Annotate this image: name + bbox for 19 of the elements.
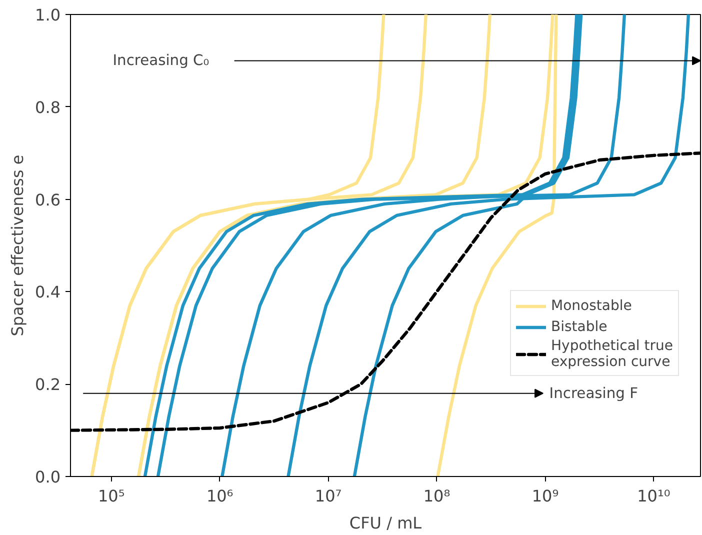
y-tick-label: 0.2 [35,375,61,394]
x-tick-label: 10⁸ [423,486,450,506]
x-axis-title: CFU / mL [349,514,422,532]
y-tick-label: 0.8 [35,98,61,117]
y-tick-label: 1.0 [35,6,61,24]
annotation: Increasing C₀ [112,52,210,70]
legend-label: Bistable [551,319,608,335]
y-tick-label: 0.0 [35,468,61,486]
x-tick-label: 10⁵ [98,486,125,506]
legend-label: Hypothetical true expression curve [551,338,673,370]
x-tick-label: 10⁷ [314,486,342,506]
x-tick-label: 10⁹ [532,486,559,506]
y-axis-title: Spacer effectiveness e [8,154,28,336]
legend-label: Monostable [551,298,632,314]
x-tick-label: 10¹⁰ [637,486,670,506]
y-tick-label: 0.6 [35,190,61,210]
y-tick-label: 0.4 [35,282,61,302]
annotation: Increasing F [549,384,638,402]
x-tick-label: 10⁶ [206,486,234,506]
